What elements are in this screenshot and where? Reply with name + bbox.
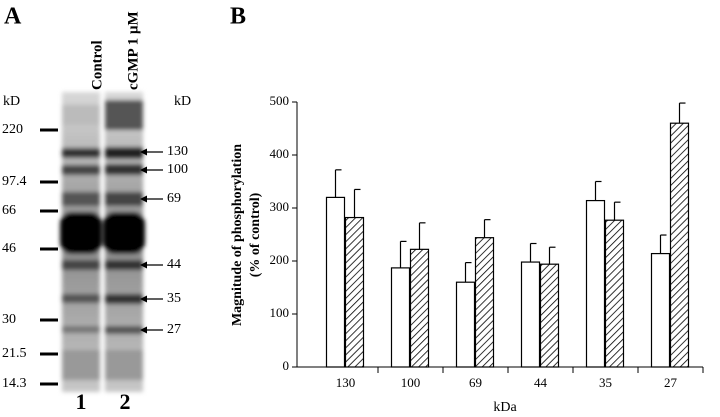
x-axis-title: kDa bbox=[493, 400, 517, 415]
arrow-head bbox=[140, 148, 147, 156]
y-tick-label: 200 bbox=[270, 252, 290, 267]
band-label: 44 bbox=[167, 257, 181, 272]
bar bbox=[650, 252, 671, 368]
marker-label: 21.5 bbox=[2, 346, 27, 361]
lane-number: 2 bbox=[120, 389, 131, 414]
panel-label: A bbox=[4, 4, 22, 30]
marker-label: 220 bbox=[2, 122, 23, 137]
unit-label: kD bbox=[3, 94, 20, 109]
bar bbox=[390, 267, 411, 368]
y-tick-label: 100 bbox=[270, 305, 290, 320]
x-tick-label: 130 bbox=[336, 375, 356, 390]
bar bbox=[455, 281, 476, 368]
band-label: 69 bbox=[167, 191, 181, 206]
arrow-head bbox=[140, 295, 147, 303]
marker-label: 30 bbox=[2, 312, 16, 327]
band-label: 130 bbox=[167, 144, 188, 159]
bar bbox=[344, 216, 365, 368]
unit-label: kD bbox=[174, 94, 191, 109]
lane-number: 1 bbox=[76, 389, 87, 414]
marker-label: 97.4 bbox=[2, 174, 27, 189]
y-tick-label: 500 bbox=[270, 93, 290, 108]
x-tick-label: 69 bbox=[469, 375, 482, 390]
arrow-head bbox=[140, 166, 147, 174]
y-axis-title: (% of control) bbox=[248, 192, 263, 277]
marker-label: 66 bbox=[2, 203, 16, 218]
bar bbox=[585, 199, 606, 368]
lane-label: Control bbox=[89, 40, 105, 90]
y-tick-label: 0 bbox=[283, 358, 290, 373]
y-tick-label: 400 bbox=[270, 146, 290, 161]
bar bbox=[604, 219, 625, 368]
band-label: 100 bbox=[167, 162, 188, 177]
band-label: 35 bbox=[167, 291, 181, 306]
bar bbox=[520, 261, 541, 368]
lane-label: cGMP 1 µM bbox=[125, 11, 141, 90]
bar bbox=[409, 248, 430, 368]
marker-label: 14.3 bbox=[2, 376, 27, 391]
arrow-head bbox=[140, 261, 147, 269]
bar bbox=[669, 122, 690, 368]
x-tick-label: 27 bbox=[664, 375, 678, 390]
gel-image bbox=[60, 92, 145, 392]
x-tick-label: 100 bbox=[401, 375, 421, 390]
y-axis-title: Magnitude of phosphorylation bbox=[230, 144, 245, 326]
band-label: 27 bbox=[167, 322, 181, 337]
bar bbox=[474, 237, 495, 368]
bar bbox=[539, 263, 560, 368]
x-tick-label: 44 bbox=[534, 375, 548, 390]
marker-label: 46 bbox=[2, 241, 16, 256]
x-tick-label: 35 bbox=[599, 375, 612, 390]
bar bbox=[325, 196, 346, 368]
arrow-head bbox=[140, 195, 147, 203]
arrow-head bbox=[140, 326, 147, 334]
panel-label: B bbox=[230, 4, 246, 30]
y-tick-label: 300 bbox=[270, 199, 290, 214]
